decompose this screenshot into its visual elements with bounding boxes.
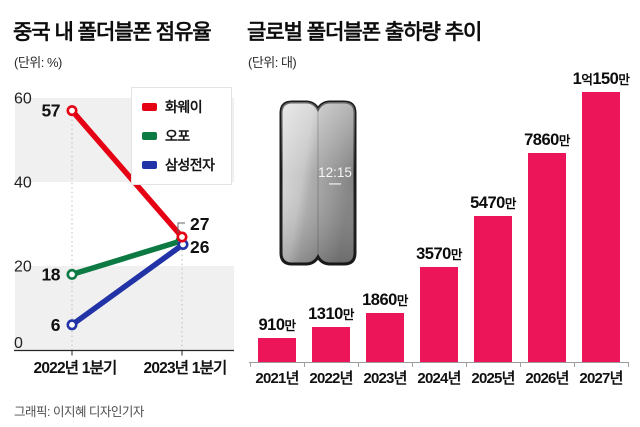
unit-suffix: 만 <box>504 197 517 211</box>
axis-tick <box>520 362 521 367</box>
x-category-label: 2025년 <box>471 370 515 387</box>
legend-item-samsung: 삼성전자 <box>142 155 221 175</box>
unit-suffix: 만 <box>618 73 630 87</box>
x-category-label: 2023년 1분기 <box>144 358 227 377</box>
x-category-label: 2022년 1분기 <box>34 358 117 377</box>
legend-label-oppo: 오포 <box>165 128 190 144</box>
axis-tick <box>358 362 359 367</box>
point-marker-huawei <box>66 105 78 117</box>
unit-suffix: 만 <box>558 134 571 148</box>
bar-2022년 <box>312 327 350 362</box>
axis-tick <box>304 362 305 367</box>
point-marker-oppo <box>66 268 78 280</box>
x-category-label: 2027년 <box>579 370 623 387</box>
value-label: 27 <box>190 214 209 234</box>
line-samsung <box>69 241 186 328</box>
point-marker-samsung <box>66 319 78 331</box>
x-category-label: 2022년 <box>309 370 353 387</box>
value-label: 57 <box>42 101 60 121</box>
y-tick-label: 60 <box>14 91 32 108</box>
axis-tick <box>574 362 575 367</box>
bar-2024년 <box>420 267 458 362</box>
unit-suffix: 억 <box>581 73 593 87</box>
bar-value-label: 7860만 <box>524 131 571 149</box>
bar-2023년 <box>366 313 404 362</box>
x-category-label: 2026년 <box>525 370 569 387</box>
line-oppo <box>69 238 184 278</box>
bar-value-label: 1310만 <box>308 305 355 323</box>
label-connector <box>177 222 185 233</box>
phone-clock-subtext <box>329 183 341 185</box>
x-category-label: 2021년 <box>255 370 299 387</box>
phone-clock: 12:15 <box>318 165 352 180</box>
right-chart-unit-label: (단위: 대) <box>248 55 297 70</box>
right-chart-title: 글로벌 폴더블폰 출하량 추이 <box>247 21 482 44</box>
legend-label-huawei: 화웨이 <box>165 99 203 115</box>
credit-line: 그래픽: 이지혜 디자인기자 <box>14 405 144 419</box>
legend-item-oppo: 오포 <box>142 126 221 146</box>
legend-label-samsung: 삼성전자 <box>165 157 215 173</box>
axis-tick <box>628 362 629 367</box>
legend: 화웨이 오포 삼성전자 <box>131 87 232 185</box>
bar-2021년 <box>258 338 296 362</box>
value-label: 6 <box>51 315 61 335</box>
legend-swatch-huawei <box>142 103 157 111</box>
bar-2026년 <box>528 153 566 362</box>
unit-suffix: 만 <box>396 294 409 308</box>
axis-tick <box>466 362 467 367</box>
grid-band <box>15 266 234 350</box>
bar-value-label: 1억150만 <box>572 70 630 88</box>
left-chart-unit-label: (단위: %) <box>14 55 62 70</box>
x-category-label: 2024년 <box>417 370 461 387</box>
value-label: 26 <box>190 237 210 257</box>
value-label: 18 <box>42 264 61 284</box>
bar-2027년 <box>582 92 620 362</box>
legend-item-huawei: 화웨이 <box>142 97 221 117</box>
bar-2025년 <box>474 216 512 362</box>
bar-value-label: 3570만 <box>416 245 463 263</box>
unit-suffix: 만 <box>342 308 355 322</box>
left-chart-title: 중국 내 폴더블폰 점유율 <box>13 21 212 44</box>
x-category-label: 2023년 <box>363 370 407 387</box>
bar-value-label: 5470만 <box>470 194 517 212</box>
axis-tick <box>412 362 413 367</box>
axis-tick <box>250 362 251 367</box>
foldable-phone-illustration: 12:15 <box>279 100 357 266</box>
x-axis-baseline <box>249 362 629 363</box>
unit-suffix: 만 <box>450 248 463 262</box>
legend-swatch-oppo <box>142 132 157 140</box>
point-marker-huawei <box>176 231 188 243</box>
legend-swatch-samsung <box>142 161 157 169</box>
y-tick-label: 0 <box>14 335 23 352</box>
unit-suffix: 만 <box>284 319 297 333</box>
y-tick-label: 20 <box>14 259 32 276</box>
line-huawei <box>69 107 185 240</box>
bar-value-label: 910만 <box>258 316 297 334</box>
bar-value-label: 1860만 <box>362 291 409 309</box>
phone-body-shading <box>281 102 355 264</box>
y-tick-label: 40 <box>14 175 32 192</box>
